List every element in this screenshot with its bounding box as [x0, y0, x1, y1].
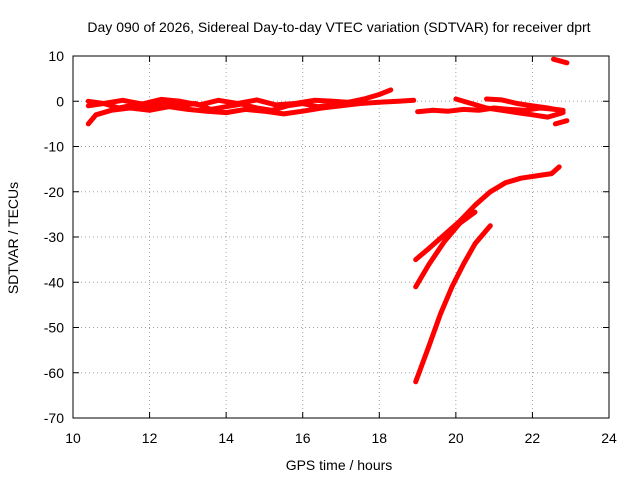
x-tick-label: 20: [448, 430, 464, 446]
series-line-sat-b: [85, 97, 417, 127]
y-tick-label: -40: [44, 274, 64, 290]
x-tick-label: 18: [371, 430, 387, 446]
y-tick-label: -10: [44, 139, 64, 155]
y-tick-label: 0: [56, 93, 64, 109]
x-tick-label: 14: [218, 430, 234, 446]
y-tick-labels: 10 0 -10 -20 -30 -40 -50 -60 -70: [44, 48, 64, 426]
y-tick-label: -30: [44, 229, 64, 245]
series-line-sat-i: [413, 164, 562, 263]
y-tick-label: -60: [44, 365, 64, 381]
y-tick-label: 10: [48, 48, 64, 64]
data-series-group: [85, 56, 570, 385]
x-tick-label: 16: [295, 430, 311, 446]
x-tick-labels: 10 12 14 16 18 20 22 24: [65, 430, 617, 446]
x-tick-label: 22: [525, 430, 541, 446]
series-line-sat-h: [551, 56, 570, 66]
x-tick-label: 24: [601, 430, 617, 446]
x-tick-label: 10: [65, 430, 81, 446]
y-axis-title: SDTVAR / TECUs: [5, 182, 21, 294]
axis-ticks: [72, 55, 610, 419]
x-tick-label: 12: [142, 430, 158, 446]
series-line-sat-f: [484, 96, 558, 112]
y-tick-label: -50: [44, 320, 64, 336]
y-tick-label: -70: [44, 410, 64, 426]
x-axis-title: GPS time / hours: [286, 457, 393, 473]
y-tick-label: -20: [44, 184, 64, 200]
series-line-sat-e: [453, 96, 566, 120]
series-line-sat-j: [413, 209, 478, 290]
series-line-sat-k: [413, 223, 493, 385]
series-line-sat-c: [85, 96, 355, 108]
series-line-sat-g: [552, 118, 570, 127]
chart-title: Day 090 of 2026, Sidereal Day-to-day VTE…: [87, 19, 590, 35]
